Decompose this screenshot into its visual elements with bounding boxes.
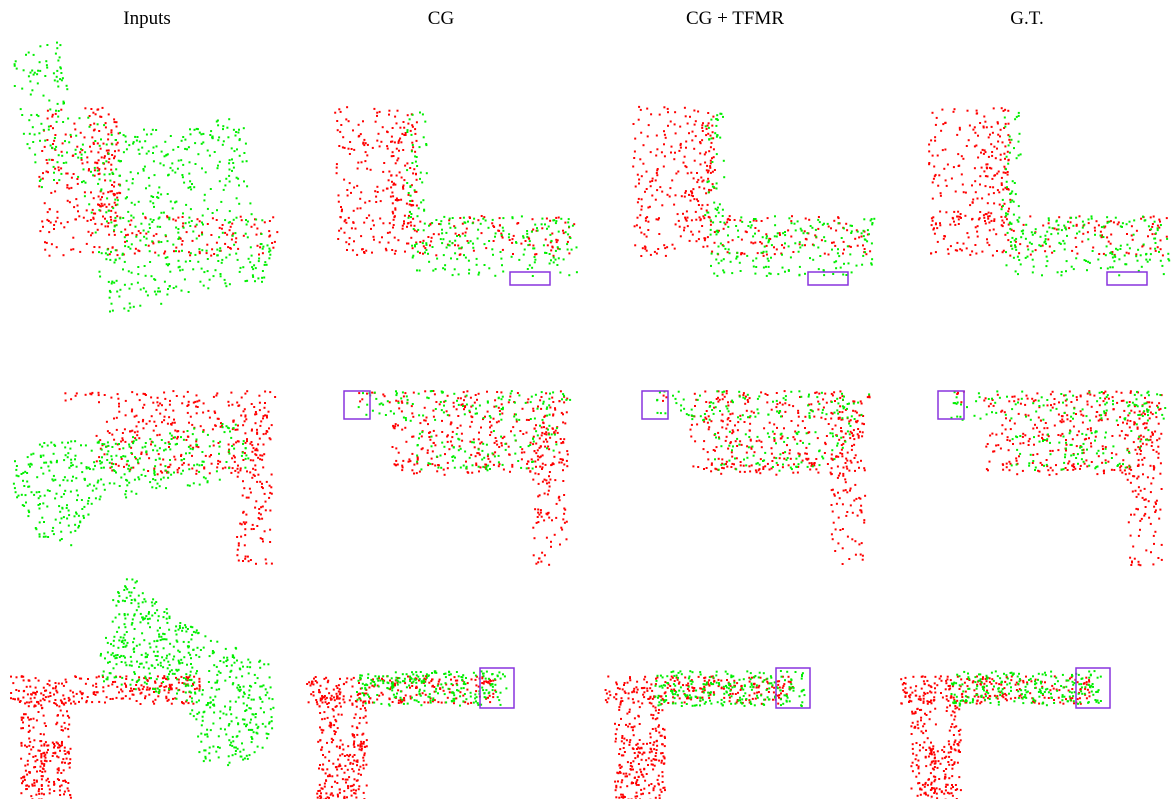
target-points: [13, 41, 272, 313]
highlight-box: [479, 667, 515, 709]
target-points: [356, 670, 508, 707]
panel-row1-inputs: [13, 41, 279, 313]
column-title-gt: G.T.: [1010, 8, 1044, 29]
panel-row1-cg: [334, 106, 578, 286]
source-points: [306, 675, 497, 799]
source-points: [956, 390, 1163, 567]
panel-row3-cg-tfmr: [604, 667, 811, 799]
target-points: [406, 111, 578, 277]
target-points: [950, 670, 1102, 707]
source-points: [358, 390, 569, 566]
panel-row1-gt: [928, 107, 1171, 286]
target-points: [357, 390, 572, 472]
highlight-box: [937, 390, 965, 420]
panel-row2-cg: [343, 390, 572, 566]
target-points: [99, 578, 275, 767]
target-points: [656, 390, 871, 472]
target-points: [12, 423, 250, 547]
source-points: [632, 105, 872, 257]
highlight-box: [1075, 667, 1111, 709]
source-points: [900, 675, 1091, 799]
highlight-box: [509, 271, 551, 286]
highlight-box: [807, 271, 849, 286]
target-points: [950, 390, 1167, 471]
column-title-inputs: Inputs: [123, 8, 171, 29]
highlight-box: [1106, 271, 1148, 286]
column-title-cg: CG: [427, 8, 455, 29]
panel-row3-cg: [306, 667, 515, 799]
source-points: [10, 675, 201, 799]
source-points: [662, 390, 871, 565]
target-points: [1000, 111, 1171, 277]
panel-row2-gt: [937, 390, 1167, 567]
panel-row3-inputs: [10, 578, 275, 799]
panel-row1-cg-tfmr: [632, 105, 876, 286]
source-points: [64, 390, 277, 565]
source-points: [604, 675, 794, 799]
highlight-box: [775, 667, 811, 709]
target-points: [654, 670, 806, 707]
panel-row2-cg-tfmr: [641, 390, 871, 565]
column-title-cg-tfmr: CG + TFMR: [685, 8, 784, 29]
panel-row3-gt: [900, 667, 1111, 799]
target-points: [704, 112, 876, 277]
highlight-box: [343, 390, 371, 420]
highlight-box: [641, 390, 669, 420]
source-points: [334, 106, 576, 257]
source-points: [928, 107, 1168, 257]
panel-row2-inputs: [12, 390, 277, 565]
source-points: [38, 106, 279, 257]
